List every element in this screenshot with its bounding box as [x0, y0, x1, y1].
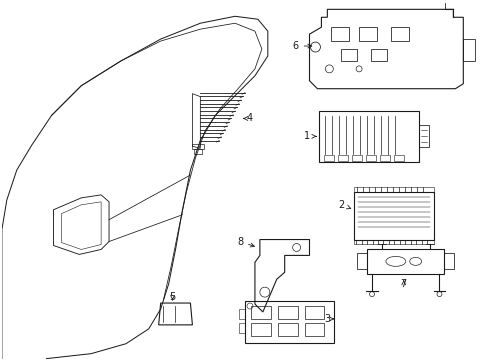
Bar — [331, 27, 349, 41]
Text: 6: 6 — [293, 41, 312, 51]
Bar — [239, 323, 245, 333]
Text: 8: 8 — [237, 237, 254, 247]
Text: 4: 4 — [244, 113, 253, 123]
Bar — [251, 306, 271, 319]
Bar — [278, 306, 297, 319]
Text: 1: 1 — [304, 131, 316, 141]
Bar — [245, 301, 334, 343]
Text: 5: 5 — [170, 292, 176, 302]
Bar — [319, 111, 418, 162]
Bar — [195, 149, 202, 154]
Bar — [367, 249, 444, 274]
Bar — [251, 323, 271, 336]
Bar — [239, 309, 245, 319]
Bar — [324, 155, 334, 161]
Text: 3: 3 — [324, 314, 334, 324]
Bar — [352, 155, 362, 161]
Bar — [418, 125, 429, 147]
Bar — [366, 155, 376, 161]
Bar — [354, 239, 434, 243]
Bar — [278, 323, 297, 336]
Bar — [359, 27, 377, 41]
Bar — [354, 187, 434, 192]
Bar — [354, 192, 434, 239]
Bar — [193, 144, 204, 149]
Bar — [371, 49, 387, 61]
Text: 2: 2 — [338, 200, 351, 210]
Bar — [338, 155, 348, 161]
Bar — [341, 49, 357, 61]
Text: 7: 7 — [401, 279, 407, 289]
Bar — [357, 253, 367, 269]
Bar — [305, 306, 324, 319]
Bar — [380, 155, 390, 161]
Bar — [305, 323, 324, 336]
Bar — [394, 155, 404, 161]
Bar — [444, 253, 454, 269]
Bar — [391, 27, 409, 41]
